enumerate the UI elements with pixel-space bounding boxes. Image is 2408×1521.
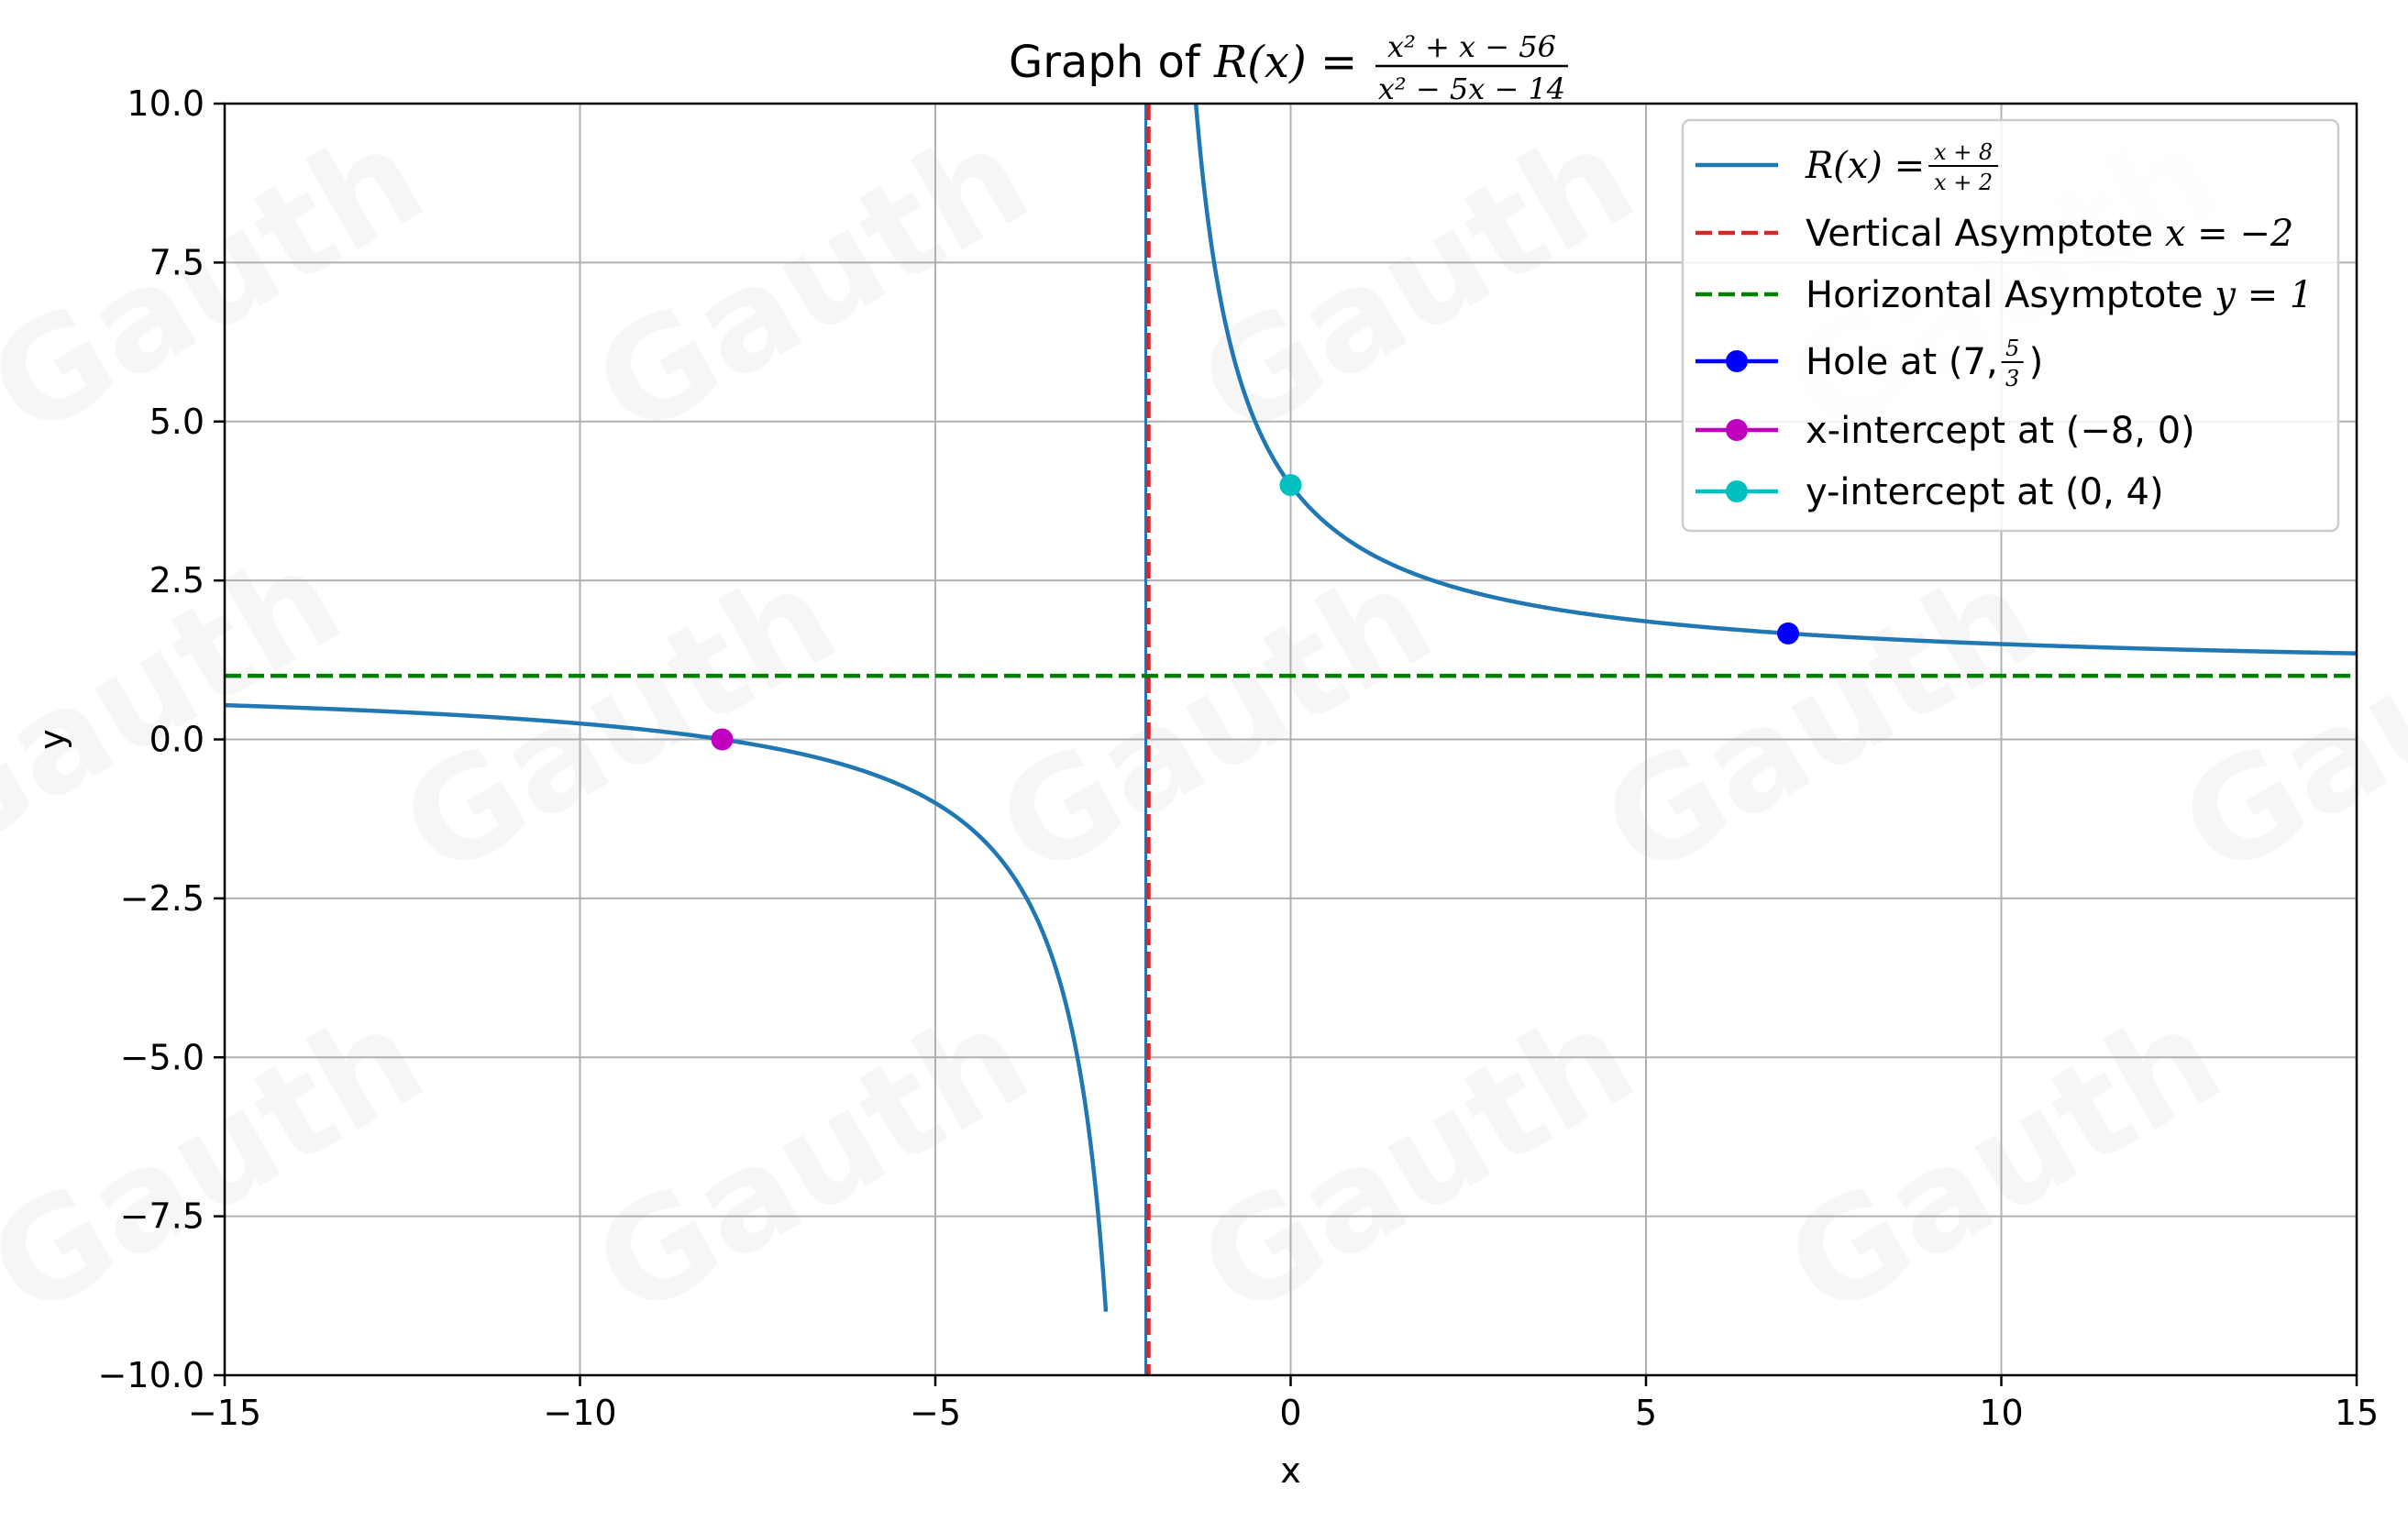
x-tick-label: −10 [543,1393,616,1433]
y-tick-label: −10.0 [98,1355,204,1395]
y-tick-label: −7.5 [120,1196,204,1237]
hole-point [1777,622,1799,645]
watermark-text: Gauth [569,97,1054,469]
ticks: −15 −10 −5 0 5 10 15 −10.0 −7.5 −5.0 −2.5 0.0 2.5 5.0… [98,83,2380,1433]
legend-label: Horizontal Asymptote y = 1 [1806,274,2313,316]
legend-marker-swatch [1726,480,1748,502]
legend-box [1681,118,2340,533]
legend-label: Hole at (7, [1806,341,1998,383]
x-axis-label: x [1280,1450,1301,1491]
x-intercept-point [711,728,734,751]
y-tick-label: 5.0 [149,402,204,442]
x-tick-label: −5 [910,1393,961,1433]
legend-label: x-intercept at (−8, 0) [1806,410,2195,452]
y-tick-label: 7.5 [149,242,204,282]
watermark-text: Gauth [973,537,1457,909]
legend-marker-swatch [1726,350,1748,372]
watermark-text: Gauth [1578,537,2062,909]
watermark-text: Gauth [1175,97,1659,469]
legend-label: R(x) = [1805,145,1925,187]
y-intercept-point [1279,474,1302,497]
x-tick-label: −15 [188,1393,261,1433]
title-denominator: x² − 5x − 14 [1378,72,1565,106]
watermark-text: Gauth [377,537,861,909]
title-numerator: x² + x − 56 [1387,29,1556,64]
legend-entry: Vertical Asymptote x = −2 [1696,213,2293,255]
legend-fraction-denominator: 3 [2005,366,2019,391]
x-tick-label: 15 [2335,1393,2379,1433]
plot-lines [225,104,2357,1375]
legend-fraction-numerator: x + 8 [1934,139,1993,165]
watermark-text: Gauth [1762,977,2246,1350]
y-tick-label: −5.0 [120,1037,204,1077]
y-tick-label: 10.0 [127,83,204,124]
legend-entry: Hole at (7, 5 3) [1696,336,2043,391]
chart-title-text: Graph of R(x) = [1009,37,1357,88]
y-axis-label: y [32,729,72,750]
legend-entry: y-intercept at (0, 4) [1696,471,2164,513]
x-tick-label: 5 [1635,1393,1657,1433]
legend-label-suffix: ) [2029,341,2044,383]
legend-entry: x-intercept at (−8, 0) [1696,410,2195,452]
legend-entry: Horizontal Asymptote y = 1 [1696,274,2313,316]
x-tick-label: 10 [1979,1393,2023,1433]
legend-label: y-intercept at (0, 4) [1806,471,2164,513]
y-tick-label: −2.5 [120,878,204,919]
legend-fraction-numerator: 5 [2005,336,2019,361]
watermark-text: Gauth [1175,977,1659,1350]
title-function: R(x) = [1213,37,1357,88]
y-tick-label: 0.0 [149,720,204,760]
legend-entry: R(x) = x + 8 x + 2 [1696,139,1999,195]
y-tick-label: 2.5 [149,560,204,601]
legend-fraction-denominator: x + 2 [1934,170,1993,195]
title-prefix: Graph of [1009,37,1214,88]
watermark-text: Gauth [2156,537,2408,909]
legend-label: Vertical Asymptote x = −2 [1806,213,2293,255]
legend-marker-swatch [1726,419,1748,441]
chart-title: Graph of R(x) = x² + x − 56 x² − 5x − 14 [1009,29,1568,106]
curve-left-branch [225,702,1109,1312]
x-tick-label: 0 [1279,1393,1301,1433]
curve-right-branch [1193,104,2357,656]
watermark-text: Gauth [569,977,1054,1350]
legend: R(x) = x + 8 x + 2 Vertical Asymptote x = … [1681,118,2340,533]
